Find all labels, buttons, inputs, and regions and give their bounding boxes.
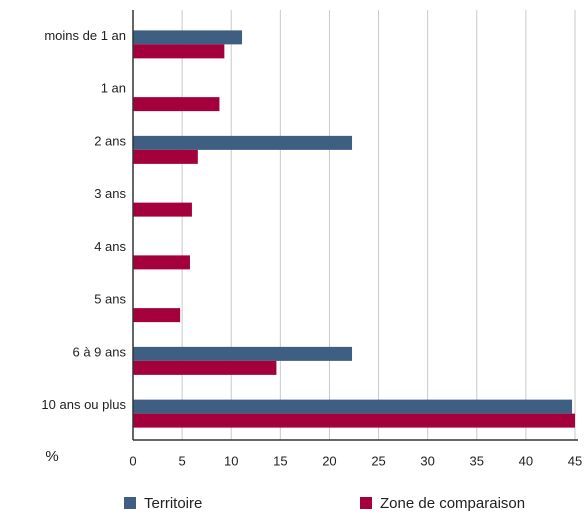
x-axis-label: % bbox=[45, 448, 58, 465]
bar bbox=[133, 360, 277, 375]
x-tick-label: 40 bbox=[519, 453, 533, 468]
bar bbox=[133, 255, 190, 270]
legend-swatch bbox=[360, 497, 372, 509]
bar bbox=[133, 44, 225, 59]
x-tick-label: 35 bbox=[470, 453, 484, 468]
y-tick-label: 10 ans ou plus bbox=[41, 397, 126, 412]
y-tick-label: moins de 1 an bbox=[44, 28, 126, 43]
bar bbox=[133, 399, 573, 414]
x-tick-label: 45 bbox=[568, 453, 582, 468]
legend-label: Territoire bbox=[144, 495, 202, 512]
bar bbox=[133, 346, 353, 361]
y-tick-label: 6 à 9 ans bbox=[73, 344, 127, 359]
x-tick-label: 25 bbox=[371, 453, 385, 468]
bar bbox=[133, 149, 198, 164]
bar bbox=[133, 135, 353, 150]
x-tick-label: 0 bbox=[129, 453, 136, 468]
y-tick-label: 1 an bbox=[101, 81, 126, 96]
bar bbox=[133, 413, 575, 428]
bar bbox=[133, 308, 181, 323]
legend-swatch bbox=[124, 497, 136, 509]
y-tick-label: 3 ans bbox=[94, 186, 126, 201]
x-tick-label: 15 bbox=[273, 453, 287, 468]
bar bbox=[133, 30, 243, 45]
x-tick-label: 30 bbox=[420, 453, 434, 468]
legend-label: Zone de comparaison bbox=[380, 495, 525, 512]
x-tick-label: 20 bbox=[322, 453, 336, 468]
bar bbox=[133, 202, 192, 217]
x-tick-label: 5 bbox=[178, 453, 185, 468]
y-tick-label: 2 ans bbox=[94, 133, 126, 148]
x-tick-label: 10 bbox=[224, 453, 238, 468]
y-tick-label: 5 ans bbox=[94, 292, 126, 307]
y-tick-label: 4 ans bbox=[94, 239, 126, 254]
bar bbox=[133, 97, 220, 112]
